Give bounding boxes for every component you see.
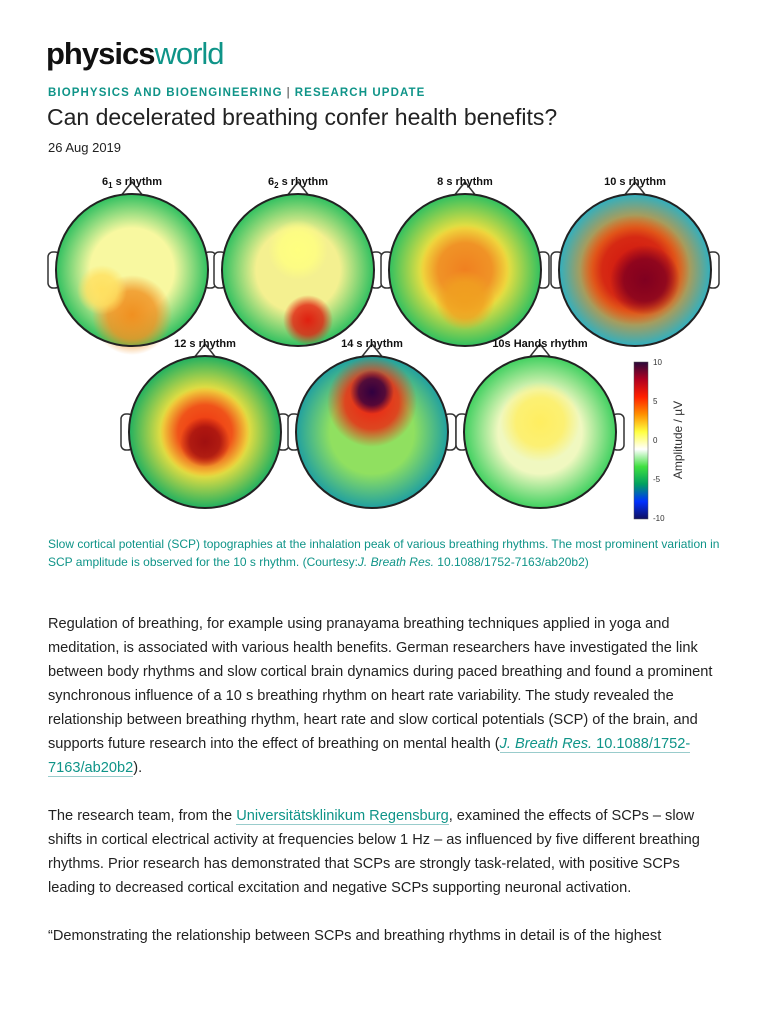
colorbar	[633, 361, 649, 520]
topography-map: 10s Hands rhythm	[455, 338, 625, 509]
topography-map: 14 s rhythm	[287, 338, 457, 509]
map-title: 10s Hands rhythm	[492, 338, 588, 350]
amplitude-region	[77, 265, 127, 315]
article-title: Can decelerated breathing confer health …	[47, 104, 558, 130]
topography-map: 12 s rhythm	[120, 338, 290, 509]
amplitude-region	[350, 370, 394, 414]
journal-link[interactable]: J. Breath Res. 10.1088/1752-7163/ab20b2	[48, 736, 691, 777]
head-outline	[221, 193, 375, 347]
map-title: 62 s rhythm	[268, 176, 328, 190]
separator: |	[286, 87, 291, 99]
figure-caption: Slow cortical potential (SCP) topographi…	[48, 537, 720, 569]
article-type-link[interactable]: RESEARCH UPDATE	[294, 87, 426, 99]
topography-map: 10 s rhythm	[550, 176, 720, 347]
topography-map: 61 s rhythm	[47, 176, 217, 355]
colorbar-tick: 10	[653, 358, 662, 367]
publish-date: 26 Aug 2019	[48, 140, 122, 155]
colorbar-tick: -5	[653, 475, 661, 484]
amplitude-region	[283, 295, 333, 345]
amplitude-region	[268, 220, 328, 280]
map-title: 10 s rhythm	[604, 176, 666, 188]
topography-map: 8 s rhythm	[380, 176, 550, 347]
colorbar-tick: 5	[653, 397, 658, 406]
amplitude-region	[500, 382, 580, 462]
colorbar-label: Amplitude / µV	[671, 401, 685, 479]
head-outline	[463, 355, 617, 509]
head-outline	[295, 355, 449, 509]
category-breadcrumb: BIOPHYSICS AND BIOENGINEERING | RESEARCH U…	[48, 87, 425, 99]
category-link[interactable]: BIOPHYSICS AND BIOENGINEERING	[48, 87, 283, 99]
paragraph: Regulation of breathing, for example usi…	[48, 616, 713, 777]
paragraph: “Demonstrating the relationship between …	[48, 928, 662, 944]
institution-link[interactable]: Universitätsklinikum Regensburg	[236, 808, 449, 825]
topography-map: 62 s rhythm	[213, 176, 383, 347]
map-title: 8 s rhythm	[437, 176, 493, 188]
scp-topography-figure: 61 s rhythm 62 s rhythm 8 s rhythm 10 s rhy…	[47, 176, 720, 523]
head-outline	[558, 193, 712, 347]
colorbar-tick: -10	[653, 514, 665, 523]
amplitude-region	[610, 245, 680, 315]
article-body: Regulation of breathing, for example usi…	[48, 612, 728, 972]
map-title: 61 s rhythm	[102, 176, 162, 190]
map-title: 14 s rhythm	[341, 338, 403, 350]
paragraph: The research team, from the Universitäts…	[48, 808, 700, 896]
head-outline	[388, 193, 542, 347]
head-outline	[55, 193, 209, 347]
colorbar-tick: 0	[653, 436, 658, 445]
map-title: 12 s rhythm	[174, 338, 236, 350]
physicsworld-logo[interactable]: physicsworld	[46, 36, 225, 71]
head-outline	[128, 355, 282, 509]
amplitude-region	[435, 270, 495, 330]
amplitude-region	[180, 417, 230, 467]
